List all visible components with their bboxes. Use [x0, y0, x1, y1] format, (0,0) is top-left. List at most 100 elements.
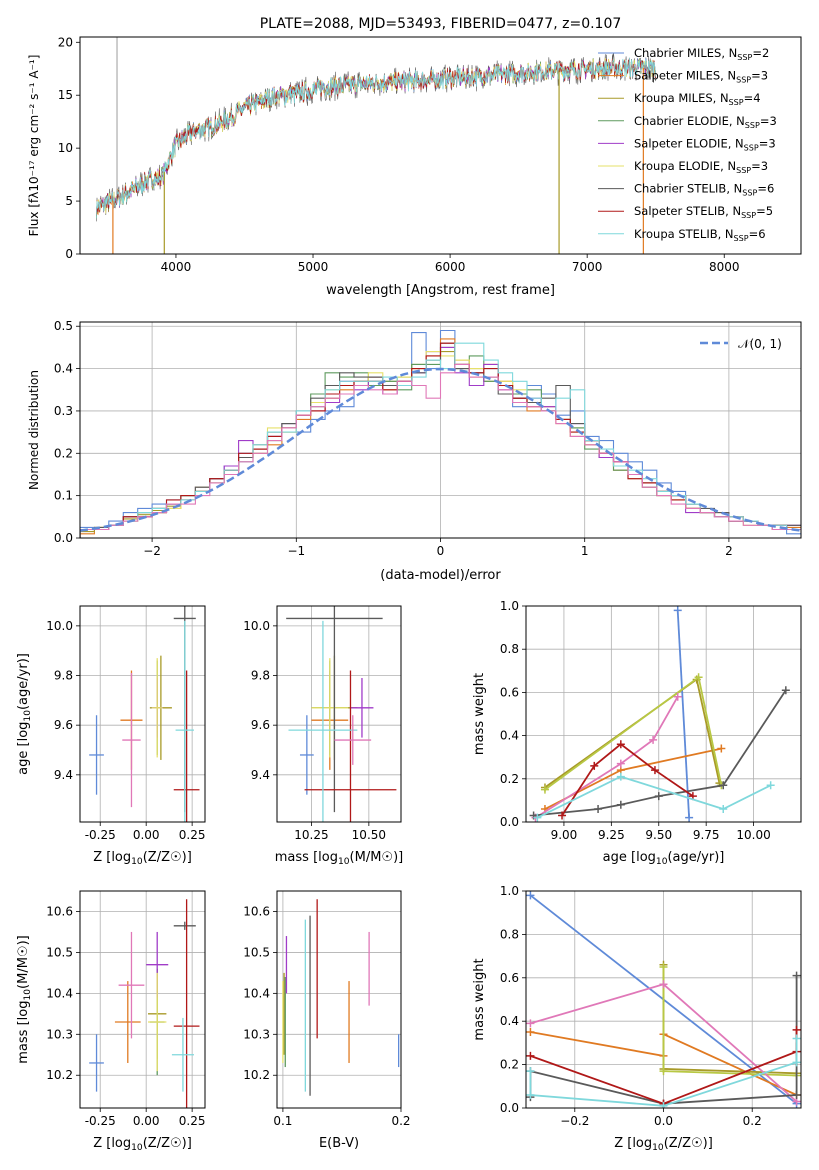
- weight-marker: [792, 1025, 801, 1034]
- y-tick-label: 10.5: [46, 945, 73, 959]
- y-tick-label: 0.2: [500, 772, 519, 786]
- weight-marker: [719, 781, 728, 790]
- weight-marker: [526, 1090, 535, 1099]
- y-tick-label: 0.5: [54, 319, 73, 333]
- y-tick-label: 10.6: [243, 904, 270, 918]
- legend-label: Kroupa ELODIE, NSSP=3: [634, 159, 768, 175]
- weight-line: [561, 743, 694, 816]
- axes-frame: [79, 36, 802, 255]
- x-tick-label: 4000: [161, 260, 192, 274]
- weight-marker: [616, 800, 625, 809]
- axes-frame: [276, 605, 402, 823]
- weight-marker: [650, 766, 659, 775]
- weight-marker: [792, 971, 801, 980]
- x-tick-label: 1: [581, 544, 589, 558]
- weight-marker: [654, 792, 663, 801]
- x-tick-label: 10.00: [736, 828, 770, 842]
- x-tick-label: 0.25: [179, 828, 206, 842]
- weight-marker: [649, 735, 658, 744]
- weight-marker: [526, 1067, 535, 1076]
- weight-lines: [526, 891, 801, 1108]
- weight-marker: [766, 781, 775, 790]
- chart-title: PLATE=2088, MJD=53493, FIBERID=0477, z=0…: [260, 16, 622, 32]
- x-tick-label: 9.75: [693, 828, 720, 842]
- y-tick-label: 10.6: [46, 904, 73, 918]
- gridlines: [80, 891, 205, 1108]
- weight-marker: [616, 772, 625, 781]
- y-axis-label: Flux [fλ10⁻¹⁷ erg cm⁻² s⁻¹ A⁻¹]: [27, 55, 41, 237]
- histograms: [80, 329, 801, 538]
- y-tick-label: 0.8: [500, 642, 519, 656]
- legend-label: Kroupa STELIB, NSSP=6: [634, 227, 766, 243]
- weight-marker: [659, 962, 668, 971]
- axes-frame: [79, 605, 206, 823]
- y-tick-label: 10.3: [243, 1027, 270, 1041]
- x-tick-label: −2: [143, 544, 161, 558]
- axes-frame: [525, 605, 802, 823]
- axes-frame: [79, 890, 206, 1109]
- y-tick-label: 0.1: [54, 489, 73, 503]
- y-tick-label: 9.6: [251, 718, 270, 732]
- legend-label: Chabrier ELODIE, NSSP=3: [634, 114, 777, 130]
- x-axis-label: age [log10(age/yr)]: [603, 850, 725, 867]
- weight-marker: [526, 891, 535, 900]
- legend-label: Salpeter STELIB, NSSP=5: [634, 204, 773, 220]
- y-tick-label: 0.4: [500, 729, 519, 743]
- y-tick-label: 10.3: [46, 1027, 73, 1041]
- weight-marker: [694, 673, 703, 682]
- weight-marker: [685, 813, 694, 822]
- x-tick-label: 10.25: [294, 828, 328, 842]
- error-bars: [282, 899, 400, 1096]
- x-axis-label: mass [log10(M/M☉)]: [275, 850, 403, 867]
- x-tick-label: 7000: [572, 260, 603, 274]
- y-tick-label: 10.4: [46, 986, 73, 1000]
- x-axis-label: (data-model)/error: [380, 568, 501, 583]
- x-tick-label: 0: [437, 544, 445, 558]
- weight-marker: [673, 692, 682, 701]
- y-tick-label: 0.4: [500, 1014, 519, 1028]
- y-tick-label: 0.6: [500, 971, 519, 985]
- legend-label: Kroupa MILES, NSSP=4: [634, 91, 761, 107]
- gridlines: [277, 891, 402, 1108]
- weight-line: [676, 610, 690, 818]
- weight-marker: [792, 1090, 801, 1099]
- y-tick-label: 9.8: [54, 669, 73, 683]
- age-vs-metallicity-panel: -0.25 0.00 0.25 9.4 9.6 9.8 10.0 Z [log10(Z/Z☉)…: [16, 605, 206, 867]
- normal-curve: [80, 367, 801, 532]
- x-tick-label: -0.25: [85, 828, 116, 842]
- x-axis-label: E(B-V): [319, 1136, 359, 1151]
- y-tick-label: 1.0: [500, 599, 519, 613]
- weight-marker: [659, 1067, 668, 1076]
- weight-line: [662, 964, 797, 1075]
- axes-frame: [276, 890, 402, 1109]
- error-bars: [286, 606, 397, 822]
- y-axis-label: mass [log10(M/M☉)]: [16, 935, 33, 1063]
- weight-marker: [594, 805, 603, 814]
- x-axis-label: wavelength [Angstrom, rest frame]: [326, 283, 555, 298]
- weight-marker: [526, 1028, 535, 1037]
- y-tick-label: 0.3: [54, 404, 73, 418]
- y-axis-label: mass weight: [472, 673, 487, 755]
- residuals-panel: −2 −1 0 1 2 0.0 0.1 0.2 0.3 0.4 0.5 𝒩(0, 1) (data-mo…: [27, 319, 802, 583]
- y-axis-label: age [log10(age/yr)]: [16, 653, 33, 775]
- weight-line: [544, 675, 723, 791]
- y-tick-label: 20: [58, 35, 73, 49]
- legend-label: Salpeter MILES, NSSP=3: [634, 69, 768, 85]
- weight-vs-metallicity-panel: −0.2 0.0 0.2 0.0 0.2 0.4 0.6 0.8 1.0 Z [log10(Z/Z…: [472, 884, 802, 1153]
- weight-line: [537, 775, 772, 819]
- error-bars: [89, 899, 200, 1108]
- y-tick-label: 0.2: [54, 446, 73, 460]
- weight-vs-age-panel: 9.00 9.25 9.50 9.75 10.00 0.0 0.2 0.4 0.6 0.8 1.0 a…: [472, 599, 802, 867]
- x-tick-label: 10.50: [352, 828, 386, 842]
- y-tick-label: 0.0: [500, 815, 519, 829]
- legend-label: Salpeter ELODIE, NSSP=3: [634, 136, 776, 152]
- x-axis-label: Z [log10(Z/Z☉)]: [93, 850, 192, 867]
- weight-marker: [526, 1019, 535, 1028]
- y-tick-label: 0.2: [500, 1058, 519, 1072]
- legend-label: Chabrier STELIB, NSSP=6: [634, 182, 774, 198]
- weight-marker: [719, 805, 728, 814]
- y-tick-label: 0: [65, 247, 73, 261]
- y-tick-label: 9.8: [251, 669, 270, 683]
- x-tick-label: 6000: [435, 260, 466, 274]
